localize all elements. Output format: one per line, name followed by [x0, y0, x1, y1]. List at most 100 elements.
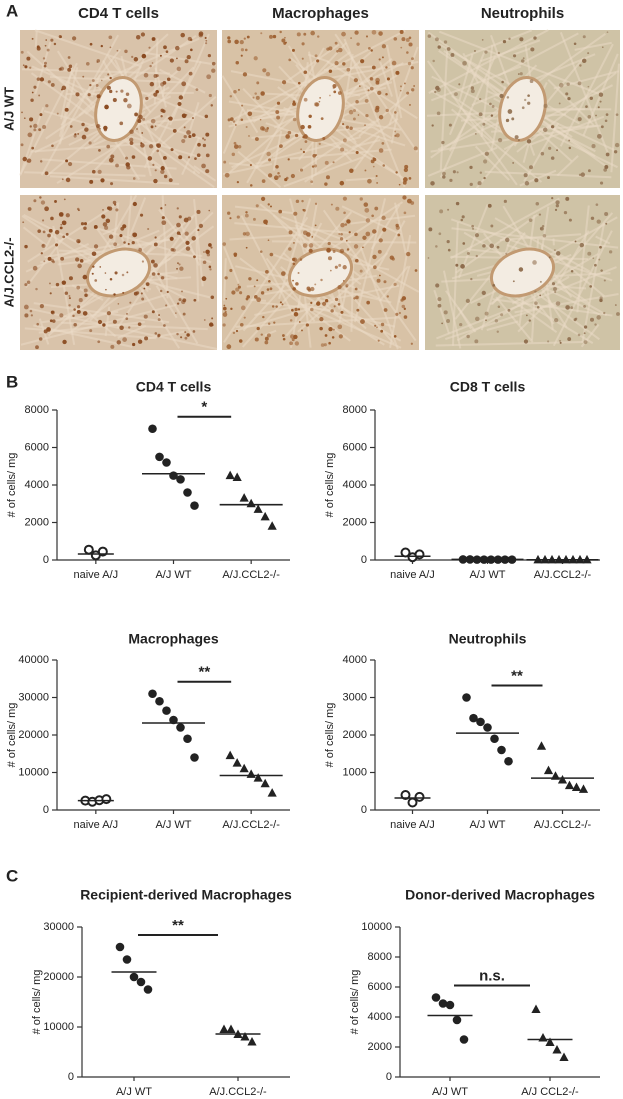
cell [240, 118, 244, 122]
cell [255, 95, 260, 100]
cell [160, 276, 165, 280]
cell [170, 148, 174, 152]
point [136, 977, 146, 987]
cell [157, 335, 160, 338]
tissue-fiber [223, 216, 309, 343]
tissue-fiber [49, 175, 180, 185]
vessel [296, 76, 345, 142]
cell [456, 171, 459, 174]
cell [178, 95, 184, 100]
cell [267, 173, 273, 178]
cell [577, 81, 582, 86]
cell [507, 109, 513, 114]
cell [109, 76, 112, 80]
cell [378, 148, 384, 153]
cell [446, 319, 451, 323]
cell [126, 271, 129, 274]
cell [181, 290, 183, 293]
point [225, 750, 235, 760]
cell [334, 297, 339, 302]
point [183, 734, 192, 744]
cell [434, 90, 437, 94]
cell [83, 288, 88, 293]
cell [129, 129, 134, 134]
tissue-fiber [556, 155, 579, 177]
cell [40, 200, 46, 205]
cell [297, 81, 301, 85]
cell [512, 280, 515, 283]
cell [179, 266, 184, 271]
cell [302, 135, 305, 139]
cell [553, 249, 556, 252]
cell [320, 343, 325, 347]
y-tick-label: 2000 [368, 1041, 392, 1053]
cell [295, 199, 300, 204]
cell [356, 308, 360, 312]
tissue-fiber [523, 122, 560, 182]
cell [315, 102, 320, 107]
cell [235, 61, 239, 65]
point [459, 1035, 469, 1044]
cell [474, 132, 477, 135]
point [148, 689, 157, 699]
cell [47, 256, 52, 261]
cell [149, 64, 152, 68]
cell [185, 246, 191, 251]
cell [591, 144, 596, 149]
cell [50, 310, 56, 315]
cell [262, 315, 265, 319]
cell [110, 344, 115, 349]
cell [364, 207, 370, 213]
y-tick-label: 40000 [18, 654, 49, 666]
cell [579, 242, 585, 248]
point [232, 758, 242, 767]
cell [345, 125, 350, 129]
cell [532, 260, 537, 265]
y-tick-label: 4000 [343, 479, 367, 491]
cell [594, 263, 597, 267]
cell [328, 69, 333, 74]
cell [128, 326, 131, 329]
point [531, 1004, 541, 1013]
cell [339, 180, 345, 186]
cell [582, 35, 586, 39]
cell [407, 61, 412, 66]
y-tick-label: 30000 [43, 921, 74, 933]
cell [75, 92, 80, 97]
cell [115, 90, 118, 93]
cell [50, 38, 54, 42]
cell [366, 300, 370, 305]
cell [401, 296, 407, 301]
cell [259, 250, 263, 253]
cell [78, 298, 83, 303]
cell [477, 181, 482, 186]
cell [554, 290, 557, 294]
cell [403, 167, 409, 173]
cell [308, 248, 313, 253]
tissue-fiber [33, 302, 170, 324]
cell [377, 249, 382, 254]
cell [137, 339, 143, 344]
cell [135, 291, 140, 295]
cell [330, 269, 332, 272]
cell [367, 89, 370, 92]
cell [35, 345, 39, 350]
cell [337, 324, 343, 330]
cell [288, 58, 292, 62]
cell [181, 81, 187, 87]
cell [579, 64, 582, 67]
tissue-fiber [376, 220, 406, 270]
cell [292, 287, 296, 291]
cell [48, 228, 53, 233]
cell [282, 337, 286, 341]
cell [91, 79, 95, 82]
cell [85, 61, 90, 66]
cell [61, 178, 64, 181]
cell [43, 260, 46, 263]
cell [122, 291, 125, 294]
cell [333, 90, 337, 94]
cell [496, 245, 500, 249]
cell [186, 130, 191, 135]
cell [478, 112, 483, 117]
